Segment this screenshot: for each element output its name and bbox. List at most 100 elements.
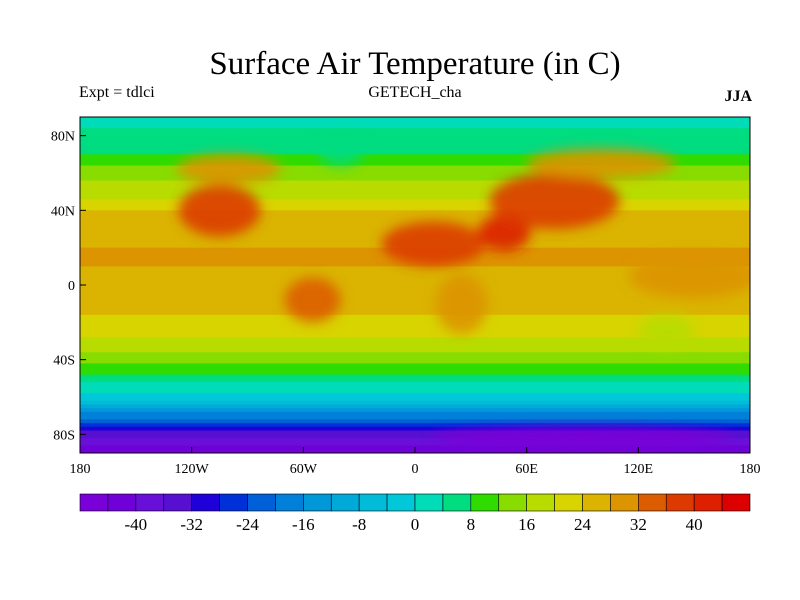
zonal-band xyxy=(80,415,750,420)
zonal-band xyxy=(80,187,750,193)
zonal-band xyxy=(80,154,750,159)
colorbar-label: 16 xyxy=(518,515,535,534)
zonal-band xyxy=(80,344,750,349)
region-siberia xyxy=(526,148,676,179)
zonal-band xyxy=(80,173,750,178)
zonal-band xyxy=(80,370,750,376)
zonal-band xyxy=(80,307,750,312)
zonal-band xyxy=(80,333,750,338)
zonal-band xyxy=(80,385,750,391)
zonal-band xyxy=(80,191,750,196)
colorbar-box xyxy=(442,493,472,512)
map-axes: 180 120W 60W 0 60E 120E 180 80N 40N 0 40S 80S xyxy=(51,130,761,477)
y-tick-label: 80N xyxy=(51,130,75,145)
zonal-band xyxy=(80,117,750,122)
x-tick-label: 60E xyxy=(515,462,538,477)
zonal-band xyxy=(80,441,750,447)
zonal-band xyxy=(80,363,750,368)
zonal-band xyxy=(80,355,750,361)
zonal-band xyxy=(80,322,750,327)
zonal-band xyxy=(80,206,750,211)
region-antarctica-east xyxy=(433,426,732,450)
colorbar-box xyxy=(107,493,137,512)
zonal-band xyxy=(80,158,750,163)
x-tick-label: 120W xyxy=(175,462,210,477)
colorbar-box xyxy=(665,493,695,512)
zonal-band xyxy=(80,393,750,398)
x-tick-label: 180 xyxy=(70,462,91,477)
colorbar-box xyxy=(554,493,583,512)
region-north-america xyxy=(178,184,261,237)
zonal-band xyxy=(80,426,750,432)
zonal-band xyxy=(80,146,750,152)
zonal-band xyxy=(80,337,750,342)
region-africa-south xyxy=(435,273,488,334)
x-tick-label: 120E xyxy=(624,462,654,477)
zonal-band xyxy=(80,285,750,290)
zonal-band xyxy=(80,214,750,219)
region-western-pacific xyxy=(629,253,750,299)
zonal-band xyxy=(80,430,750,435)
colorbar-box xyxy=(582,493,611,512)
colorbar-label: -40 xyxy=(124,515,147,534)
zonal-band xyxy=(80,199,750,204)
zonal-band xyxy=(80,165,750,170)
colorbar-box xyxy=(303,493,332,512)
zonal-band xyxy=(80,329,750,335)
zonal-band xyxy=(80,326,750,331)
colorbar-label: 40 xyxy=(686,515,703,534)
zonal-band xyxy=(80,423,750,428)
colorbar-box xyxy=(721,493,751,512)
colorbar-label: -16 xyxy=(292,515,315,534)
colorbar-box xyxy=(79,493,109,512)
zonal-band xyxy=(80,397,750,402)
zonal-band xyxy=(80,434,750,439)
zonal-band xyxy=(80,292,750,297)
zonal-band xyxy=(80,367,750,372)
zonal-band xyxy=(80,195,750,200)
colorbar-box xyxy=(414,493,444,512)
zonal-band xyxy=(80,176,750,181)
x-tick-label: 0 xyxy=(412,462,419,477)
y-tick-label: 0 xyxy=(68,279,75,294)
zonal-band xyxy=(80,120,750,125)
experiment-label: Expt = tdlci xyxy=(79,84,155,101)
zonal-band xyxy=(80,184,750,189)
colorbar-box xyxy=(470,493,500,512)
region-sahara xyxy=(381,221,486,267)
zonal-band xyxy=(80,150,750,155)
zonal-band xyxy=(80,411,750,417)
colorbar-box xyxy=(247,493,276,512)
x-tick-label: 180 xyxy=(740,462,761,477)
zonal-band xyxy=(80,318,750,323)
y-tick-label: 40S xyxy=(53,354,75,369)
dataset-label: GETECH_cha xyxy=(368,84,462,101)
plot-title: Surface Air Temperature (in C) xyxy=(209,46,621,82)
zonal-band xyxy=(80,419,750,424)
zonal-band xyxy=(80,180,750,185)
colorbar-label: 32 xyxy=(630,515,647,534)
season-label: JJA xyxy=(724,88,752,105)
zonal-band xyxy=(80,408,750,413)
region-south-america xyxy=(284,277,341,323)
colorbar-label: -32 xyxy=(180,515,203,534)
colorbar-label: -24 xyxy=(236,515,259,534)
zonal-band xyxy=(80,135,750,140)
colorbar-box xyxy=(386,493,416,512)
colorbar-label: 0 xyxy=(411,515,420,534)
region-northern-canada xyxy=(176,154,281,185)
zonal-band xyxy=(80,352,750,357)
zonal-band xyxy=(80,202,750,208)
zonal-band xyxy=(80,314,750,320)
zonal-band xyxy=(80,378,750,383)
zonal-band xyxy=(80,438,750,443)
zonal-band xyxy=(80,131,750,137)
zonal-band xyxy=(80,270,750,275)
y-tick-label: 80S xyxy=(53,428,75,443)
colorbar-box xyxy=(330,493,360,512)
region-central-asia xyxy=(489,173,620,229)
colorbar-box xyxy=(610,493,639,512)
zonal-band xyxy=(80,273,750,279)
zonal-band xyxy=(80,281,750,286)
